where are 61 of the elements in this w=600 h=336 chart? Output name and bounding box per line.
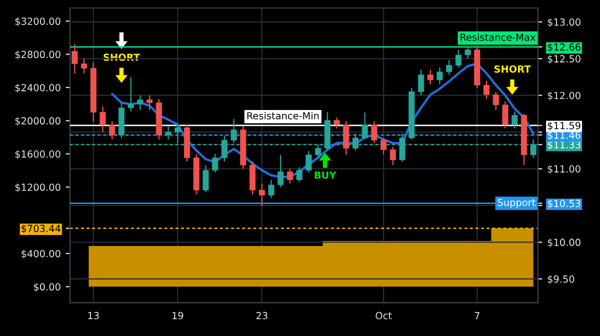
candlestick [512, 110, 518, 129]
candlestick [455, 49, 462, 68]
candlestick [296, 166, 302, 183]
y2-tick-label: $13.00 [548, 18, 580, 28]
ref-line-label: Support [498, 198, 536, 208]
candlestick [109, 120, 116, 140]
candlestick [334, 116, 340, 129]
candlestick [286, 168, 293, 184]
candlestick [81, 58, 88, 74]
candlestick [502, 100, 508, 129]
y2-tick-label: $11.59 [548, 122, 580, 131]
y2-tick-label: $10.00 [548, 238, 580, 248]
y2-tick-label: $12.00 [548, 92, 580, 100]
y2-tick-label: $11.00 [548, 165, 580, 174]
candlestick [427, 69, 434, 85]
x-tick-label: 13 [88, 312, 99, 320]
x-tick-label: 19 [172, 312, 184, 320]
annotation: BUY [314, 172, 336, 179]
candlestick [380, 137, 387, 155]
candlestick [418, 69, 424, 96]
y-tick-label: $2400.00 [15, 84, 60, 93]
y-tick-label: $703.44 [22, 224, 60, 234]
y-tick-label: $400.00 [22, 250, 60, 259]
y2-tick-label: $10.53 [548, 200, 580, 208]
y-tick-label: $1600.00 [15, 150, 60, 160]
candlestick [371, 120, 378, 144]
candlestick [343, 120, 350, 156]
candlestick [72, 43, 78, 74]
x-tick-label: 23 [256, 312, 268, 320]
candlestick [446, 60, 452, 76]
candlestick [464, 46, 471, 60]
y2-tick-label: $11.46 [548, 131, 580, 140]
candlestick [202, 164, 209, 193]
y2-tick-label: $9.50 [548, 275, 574, 284]
ref-line-label: Resistance-Min [247, 112, 319, 120]
candlestick [362, 112, 368, 140]
y-tick-label: $2000.00 [15, 117, 60, 126]
y2-tick-label: $12.50 [548, 54, 580, 64]
y-tick-label: $1200.00 [15, 183, 60, 192]
candlestick [436, 66, 443, 85]
candlestick [137, 94, 144, 111]
candlestick [390, 146, 396, 166]
candlestick [268, 179, 274, 199]
candlestick [306, 150, 312, 174]
x-tick-label: 7 [474, 312, 480, 320]
candlestick [492, 91, 499, 111]
y-tick-label: $2800.00 [15, 50, 60, 60]
candlestick [278, 154, 284, 188]
annotation: SHORT [494, 65, 531, 73]
candlestick [100, 106, 106, 133]
y-tick-label: $0.00 [34, 282, 60, 292]
candlestick [212, 154, 218, 174]
candlestick [484, 80, 490, 100]
y-tick-label: $3200.00 [15, 17, 60, 26]
candlestick [258, 182, 265, 207]
y2-tick-label: $12.66 [548, 43, 580, 52]
candlestick [165, 126, 172, 140]
candlestick [128, 76, 134, 112]
ref-line-label: Resistance-Max [460, 33, 536, 41]
x-tick-label: Oct [376, 312, 392, 320]
candlestick [146, 94, 153, 111]
